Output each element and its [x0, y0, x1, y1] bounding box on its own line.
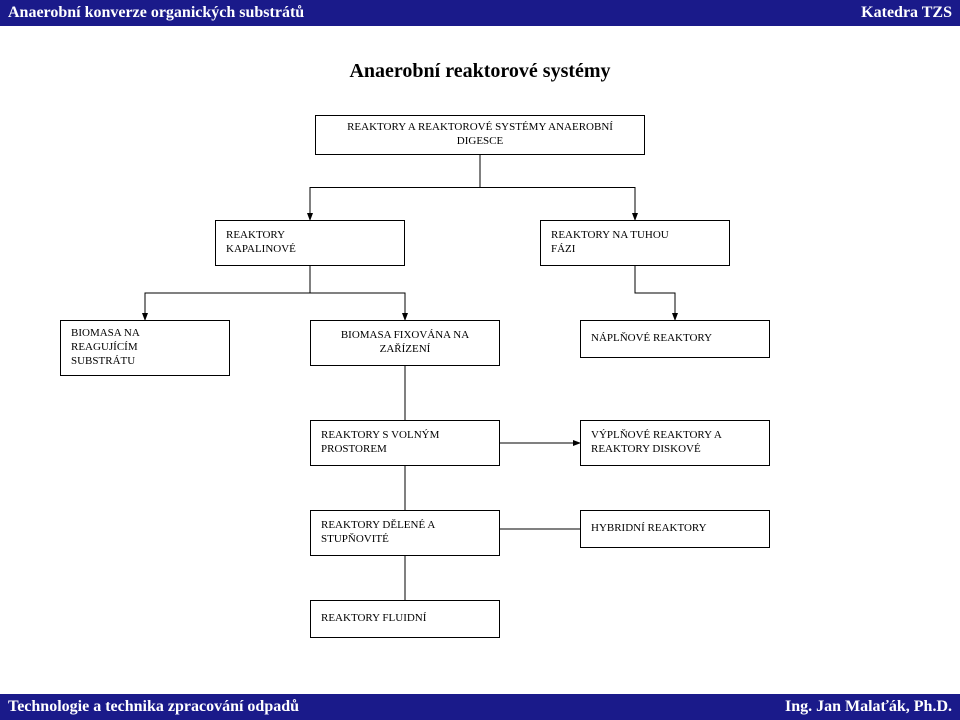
- node-delene-label: REAKTORY DĚLENÉ ASTUPŇOVITÉ: [321, 519, 435, 547]
- node-bioF-label: BIOMASA FIXOVÁNA NAZAŘÍZENÍ: [341, 329, 469, 357]
- node-root-label: REAKTORY A REAKTOROVÉ SYSTÉMY ANAEROBNÍ …: [326, 121, 634, 149]
- node-reaktory-kapalinove: REAKTORYKAPALINOVÉ: [215, 220, 405, 266]
- node-fluidni: REAKTORY FLUIDNÍ: [310, 600, 500, 638]
- node-root: REAKTORY A REAKTOROVÉ SYSTÉMY ANAEROBNÍ …: [315, 115, 645, 155]
- node-bioR-label: BIOMASA NAREAGUJÍCÍMSUBSTRÁTU: [71, 327, 140, 368]
- node-biomasa-reagujicim: BIOMASA NAREAGUJÍCÍMSUBSTRÁTU: [60, 320, 230, 376]
- header-left: Anaerobní konverze organických substrátů: [8, 4, 304, 22]
- footer-left: Technologie a technika zpracování odpadů: [8, 698, 299, 716]
- node-liq-label: REAKTORYKAPALINOVÉ: [226, 229, 296, 257]
- header-right: Katedra TZS: [861, 4, 952, 22]
- node-vyplnove-diskove: VÝPLŇOVÉ REAKTORY AREAKTORY DISKOVÉ: [580, 420, 770, 466]
- node-solid-label: REAKTORY NA TUHOUFÁZI: [551, 229, 669, 257]
- page-title: Anaerobní reaktorové systémy: [0, 60, 960, 83]
- node-napl-label: NÁPLŇOVÉ REAKTORY: [591, 332, 712, 346]
- node-hybrid-label: HYBRIDNÍ REAKTORY: [591, 522, 707, 536]
- header-bar: Anaerobní konverze organických substrátů…: [0, 0, 960, 26]
- node-hybridni: HYBRIDNÍ REAKTORY: [580, 510, 770, 548]
- node-delene-stupnovite: REAKTORY DĚLENÉ ASTUPŇOVITÉ: [310, 510, 500, 556]
- node-biomasa-fixovana: BIOMASA FIXOVÁNA NAZAŘÍZENÍ: [310, 320, 500, 366]
- node-naplnove: NÁPLŇOVÉ REAKTORY: [580, 320, 770, 358]
- footer-bar: Technologie a technika zpracování odpadů…: [0, 694, 960, 720]
- node-volnym-prostorem: REAKTORY S VOLNÝMPROSTOREM: [310, 420, 500, 466]
- node-fluid-label: REAKTORY FLUIDNÍ: [321, 612, 426, 626]
- node-reaktory-tuhou: REAKTORY NA TUHOUFÁZI: [540, 220, 730, 266]
- node-volny-label: REAKTORY S VOLNÝMPROSTOREM: [321, 429, 439, 457]
- footer-right: Ing. Jan Malaťák, Ph.D.: [785, 698, 952, 716]
- node-vypl-label: VÝPLŇOVÉ REAKTORY AREAKTORY DISKOVÉ: [591, 429, 722, 457]
